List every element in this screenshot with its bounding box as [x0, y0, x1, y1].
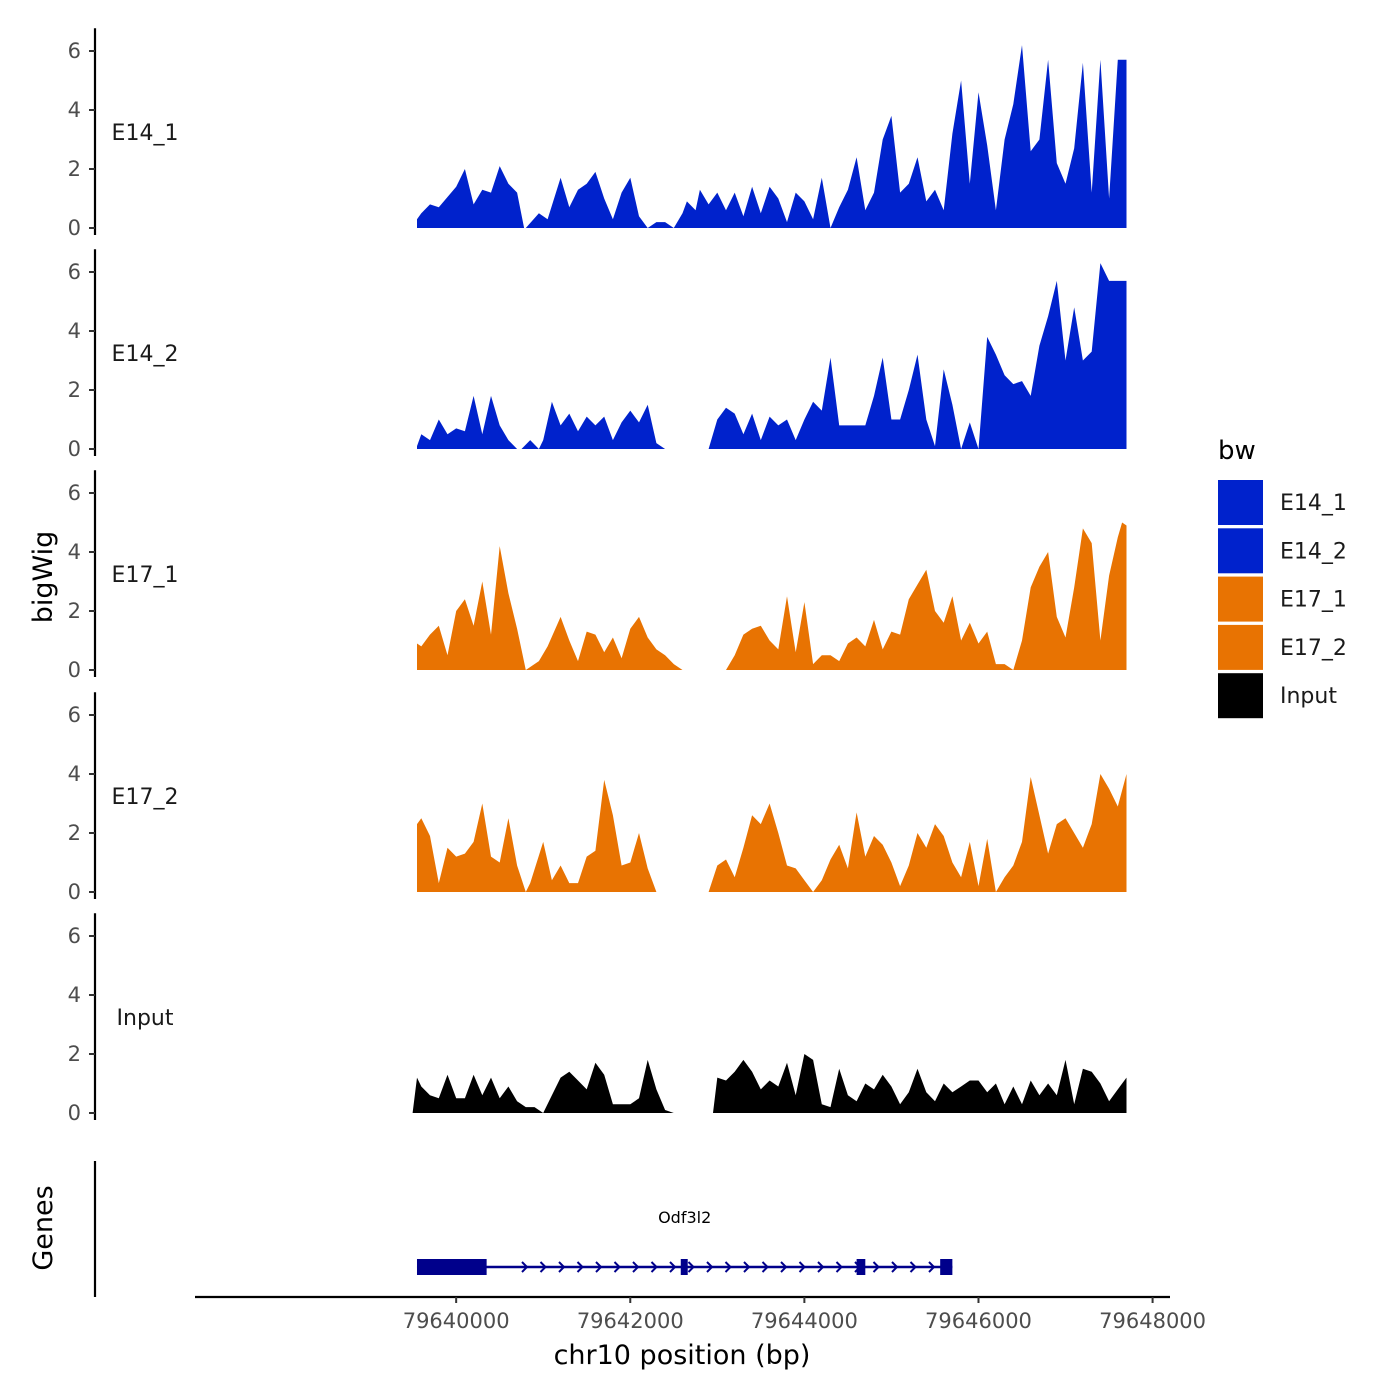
gene-name: Odf3l2: [658, 1208, 711, 1227]
track-label: Input: [117, 1006, 174, 1031]
y-tick-label: 6: [68, 481, 81, 505]
legend-label: Input: [1280, 684, 1337, 709]
y-tick-label: 6: [68, 260, 81, 284]
y-tick-label: 0: [68, 216, 81, 240]
strand-arrow: [909, 1261, 917, 1273]
y-tick-label: 4: [68, 319, 81, 343]
y-tick-label: 4: [68, 98, 81, 122]
y-tick-label: 2: [68, 821, 81, 845]
exon: [680, 1259, 688, 1275]
signal-area-input: [412, 1054, 1127, 1113]
y-tick-label: 6: [68, 924, 81, 948]
x-tick-label: 79644000: [751, 1309, 858, 1333]
y-tick-label: 2: [68, 1042, 81, 1066]
gene-odf3l2: Odf3l2: [416, 1208, 953, 1275]
strand-arrow: [595, 1261, 603, 1273]
strand-arrow: [613, 1261, 621, 1273]
legend-key-e17-1: [1218, 576, 1263, 622]
legend-key-e17-2: [1218, 624, 1263, 670]
strand-arrow: [761, 1261, 769, 1273]
strand-arrow: [687, 1261, 695, 1273]
track-label: E17_1: [112, 563, 179, 588]
y-tick-label: 0: [68, 1101, 81, 1125]
strand-arrow: [928, 1261, 936, 1273]
y-tick-label: 2: [68, 599, 81, 623]
genes-track-title: Genes: [28, 1185, 59, 1270]
track-label: E14_2: [112, 342, 179, 367]
strand-arrow: [539, 1261, 547, 1273]
y-tick-label: 6: [68, 703, 81, 727]
y-tick-label: 4: [68, 540, 81, 564]
strand-arrow: [743, 1261, 751, 1273]
strand-arrow: [817, 1261, 825, 1273]
legend-key-e14-1: [1218, 480, 1263, 525]
track-input: 0 2 4 6 Input: [68, 913, 1127, 1125]
y-tick-label: 0: [68, 880, 81, 904]
legend-label: E14_1: [1280, 491, 1347, 516]
y-tick-label: 0: [68, 658, 81, 682]
y-tick-label: 6: [68, 39, 81, 63]
y-tick-label: 4: [68, 762, 81, 786]
track-e14-1: 0 2 4 6 E14_1: [68, 28, 1127, 240]
strand-arrow: [724, 1261, 732, 1273]
strand-arrow: [669, 1261, 677, 1273]
x-tick-label: 79640000: [403, 1309, 510, 1333]
strand-arrow: [632, 1261, 640, 1273]
y-tick-label: 2: [68, 378, 81, 402]
x-tick-label: 79646000: [925, 1309, 1032, 1333]
y-tick-label: 2: [68, 157, 81, 181]
strand-arrow: [780, 1261, 788, 1273]
track-label: E14_1: [112, 121, 179, 146]
y-tick-label: 4: [68, 983, 81, 1007]
signal-area-e17-2: [417, 774, 1127, 892]
x-tick-label: 79648000: [1099, 1309, 1206, 1333]
y-axis-title: bigWig: [28, 531, 59, 624]
track-e14-2: 0 2 4 6 E14_2: [68, 249, 1127, 461]
strand-arrow: [576, 1261, 584, 1273]
x-tick-label: 79642000: [577, 1309, 684, 1333]
strand-arrow: [650, 1261, 658, 1273]
x-axis-title: chr10 position (bp): [554, 1340, 811, 1371]
exon: [940, 1259, 953, 1275]
legend-label: E14_2: [1280, 539, 1347, 564]
track-e17-2: 0 2 4 6 E17_2: [68, 692, 1127, 904]
legend-title: bw: [1218, 436, 1256, 466]
strand-arrow: [798, 1261, 806, 1273]
strand-arrow: [558, 1261, 566, 1273]
legend-label: E17_2: [1280, 636, 1347, 661]
strand-arrow: [706, 1261, 714, 1273]
legend-label: E17_1: [1280, 588, 1347, 613]
legend-key-e14-2: [1218, 528, 1263, 574]
legend: bw E14_1 E14_2 E17_1 E17_2 Input: [1218, 436, 1347, 719]
signal-area-e14-1: [417, 45, 1127, 228]
y-tick-label: 0: [68, 437, 81, 461]
legend-key-input: [1218, 673, 1263, 719]
exon: [856, 1259, 866, 1275]
strand-arrow: [872, 1261, 880, 1273]
signal-area-e14-2: [417, 263, 1127, 449]
track-label: E17_2: [112, 785, 179, 810]
exon: [416, 1259, 487, 1275]
signal-area-e17-1: [417, 522, 1127, 670]
strand-arrow: [835, 1261, 843, 1273]
strand-arrow: [891, 1261, 899, 1273]
strand-arrow: [521, 1261, 529, 1273]
track-e17-1: 0 2 4 6 E17_1: [68, 470, 1127, 682]
